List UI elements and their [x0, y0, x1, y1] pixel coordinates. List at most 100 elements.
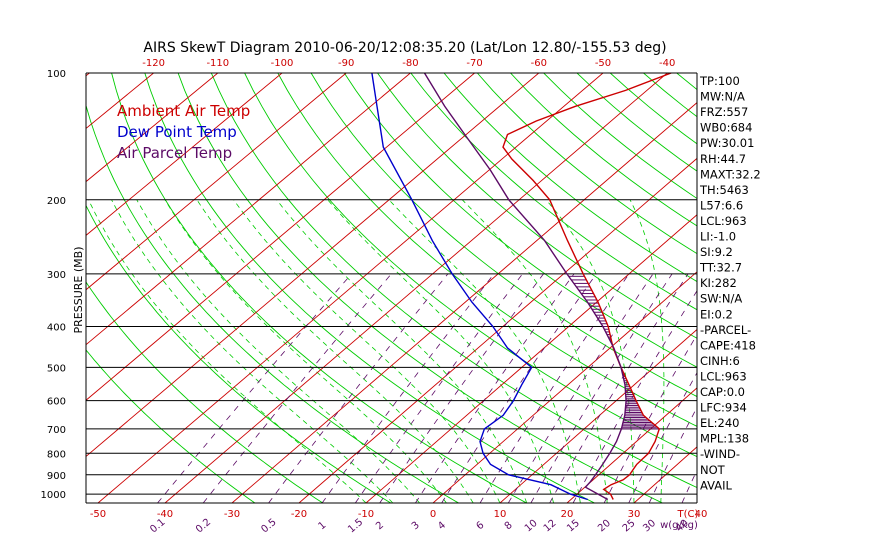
legend-entry-1: Dew Point Temp: [117, 123, 237, 141]
dry-adiabat: [443, 73, 697, 283]
moist-adiabat: [233, 199, 501, 503]
top-tick-label: -90: [338, 58, 354, 69]
mixing-ratio-line: [603, 333, 697, 503]
mixing-ratio-line: [530, 273, 673, 503]
index-item: KI:282: [700, 276, 737, 290]
moist-adiabat: [111, 199, 394, 503]
isotherm: [86, 73, 347, 291]
legend-entry-0: Ambient Air Temp: [117, 102, 250, 120]
bottom-tick-label: -40: [157, 509, 173, 520]
pressure-tick-label: 600: [47, 397, 66, 408]
top-tick-label: -60: [531, 58, 547, 69]
index-item: L57:6.6: [700, 198, 743, 212]
top-tick-label: -40: [659, 58, 675, 69]
index-item: LFC:934: [700, 401, 747, 415]
dry-adiabat: [410, 73, 697, 311]
bottom-tick-label: -50: [90, 509, 106, 520]
isotherm: [86, 73, 283, 236]
top-tick-label: -110: [206, 58, 229, 69]
top-tick-label: -70: [466, 58, 482, 69]
index-item: AVAIL: [700, 478, 733, 492]
index-item: TT:32.7: [699, 261, 742, 275]
top-tick-label: -50: [595, 58, 611, 69]
index-item: LCL:963: [700, 369, 747, 383]
index-item: CAPE:418: [700, 338, 756, 352]
dry-adiabat: [643, 73, 697, 118]
index-item: NOT: [700, 463, 726, 477]
bottom-tick-label: 30: [628, 509, 641, 520]
index-item: TP:100: [699, 74, 740, 88]
index-item: MAXT:32.2: [700, 167, 761, 181]
mixing-ratio-line: [628, 372, 697, 503]
index-item: -PARCEL-: [700, 323, 751, 337]
index-item: SI:9.2: [700, 245, 733, 259]
isotherm: [86, 73, 475, 401]
isotherm: [499, 328, 697, 503]
index-item: PW:30.01: [700, 136, 754, 150]
index-item: MPL:138: [700, 432, 749, 446]
top-tick-label: -100: [271, 58, 294, 69]
index-item: CAP:0.0: [700, 385, 745, 399]
mixing-ratio-line: [379, 273, 544, 503]
y-axis-label: PRESSURE (MB): [72, 247, 85, 334]
dry-adiabat: [343, 73, 697, 368]
mixing-ratio-label: 20: [596, 518, 613, 535]
mixing-ratio-line: [415, 273, 575, 503]
moist-adiabat: [388, 199, 581, 503]
moist-adiabat: [88, 199, 367, 503]
isotherm: [164, 73, 668, 503]
chart-title: AIRS SkewT Diagram 2010-06-20/12:08:35.2…: [143, 40, 666, 56]
mixing-ratio-label: 10: [523, 518, 540, 535]
pressure-tick-label: 1000: [41, 490, 66, 501]
bottom-tick-label: -30: [224, 509, 240, 520]
index-item: -WIND-: [700, 447, 740, 461]
bottom-tick-label: 0: [430, 509, 436, 520]
moist-adiabat: [545, 199, 635, 503]
mixing-ratio-line: [354, 273, 523, 503]
dry-adiabat: [144, 73, 595, 503]
index-item: RH:44.7: [700, 152, 746, 166]
mixing-ratio-label: 6: [475, 520, 487, 533]
top-tick-label: -80: [402, 58, 418, 69]
mixing-ratio-label: 8: [503, 520, 515, 533]
pressure-tick-label: 800: [47, 449, 66, 460]
mixing-ratio-label: 15: [565, 518, 582, 535]
bottom-tick-label: 10: [494, 509, 507, 520]
mixing-ratio-label: 12: [542, 518, 559, 535]
moist-adiabat: [276, 199, 528, 503]
index-item: EL:240: [700, 416, 740, 430]
dry-adiabat: [743, 73, 870, 503]
dry-adiabat: [111, 73, 527, 503]
bottom-tick-label: 20: [561, 509, 574, 520]
isotherm: [86, 73, 219, 183]
moist-adiabat: [462, 199, 608, 503]
mixing-ratio-line: [268, 273, 449, 503]
moist-adiabat: [164, 199, 447, 503]
dry-adiabat: [86, 281, 324, 503]
series-line-2: [423, 73, 627, 501]
isotherm: [97, 73, 604, 503]
index-item: MW:N/A: [700, 90, 745, 104]
pressure-tick-label: 500: [47, 363, 66, 374]
dry-adiabat: [244, 73, 697, 458]
mixing-ratio-line: [681, 469, 697, 503]
pressure-tick-label: 200: [47, 196, 66, 207]
index-item: FRZ:557: [700, 105, 748, 119]
bottom-tick-label: -10: [358, 509, 374, 520]
dry-adiabat: [510, 73, 697, 227]
isotherm: [432, 271, 697, 503]
mixing-ratio-label: 0.2: [194, 517, 213, 536]
mixing-ratio-unit-label: w(g/kg): [660, 520, 698, 531]
mixing-ratio-label: 2: [374, 520, 386, 533]
mixing-ratio-line: [202, 273, 392, 503]
moist-adiabat: [327, 199, 554, 503]
dry-adiabat: [476, 73, 697, 255]
pressure-tick-label: 100: [47, 69, 66, 80]
isotherm: [298, 157, 697, 503]
mixing-ratio-line: [549, 273, 689, 503]
pressure-tick-label: 400: [47, 323, 66, 334]
isotherm: [566, 387, 697, 503]
series-line-1: [371, 73, 588, 501]
isotherm: [231, 102, 697, 503]
